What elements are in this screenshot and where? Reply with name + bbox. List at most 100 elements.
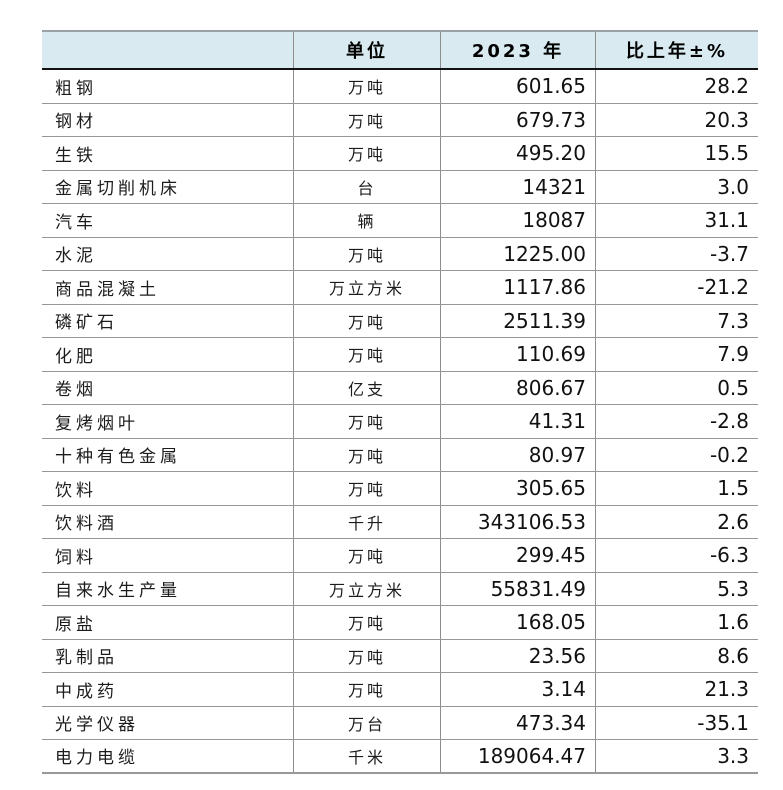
table-row: 中成药 万吨 3.14 21.3 <box>42 673 758 707</box>
table-row: 卷烟 亿支 806.67 0.5 <box>42 371 758 405</box>
change-pct: 3.0 <box>595 170 758 203</box>
value-2023: 601.65 <box>440 70 595 103</box>
value-2023: 80.97 <box>440 438 595 471</box>
product-name: 化肥 <box>55 346 97 367</box>
value-2023: 1117.86 <box>440 271 595 304</box>
change-pct: 8.6 <box>595 639 758 672</box>
product-name: 金属切削机床 <box>55 179 181 200</box>
unit: 万吨 <box>293 103 440 136</box>
change-pct: 2.6 <box>595 505 758 538</box>
product-name: 乳制品 <box>55 648 118 669</box>
value-2023: 305.65 <box>440 472 595 505</box>
unit: 亿支 <box>293 371 440 404</box>
table-body: 粗钢 万吨 601.65 28.2 钢材 万吨 679.73 20.3 生铁 万… <box>42 70 758 774</box>
change-pct: -35.1 <box>595 706 758 739</box>
table-row: 化肥 万吨 110.69 7.9 <box>42 338 758 372</box>
unit: 万吨 <box>293 338 440 371</box>
statistics-table: 单位 2023 年 比上年±% 粗钢 万吨 601.65 28.2 钢材 万吨 … <box>42 30 758 774</box>
value-2023: 23.56 <box>440 639 595 672</box>
unit: 万立方米 <box>293 271 440 304</box>
value-2023: 110.69 <box>440 338 595 371</box>
value-2023: 473.34 <box>440 706 595 739</box>
table-row: 磷矿石 万吨 2511.39 7.3 <box>42 304 758 338</box>
product-name: 自来水生产量 <box>55 581 181 602</box>
table-row: 复烤烟叶 万吨 41.31 -2.8 <box>42 405 758 439</box>
unit: 万吨 <box>293 237 440 270</box>
change-pct: -21.2 <box>595 271 758 304</box>
table-row: 乳制品 万吨 23.56 8.6 <box>42 639 758 673</box>
value-2023: 168.05 <box>440 606 595 639</box>
product-name: 磷矿石 <box>55 313 118 334</box>
table-row: 金属切削机床 台 14321 3.0 <box>42 170 758 204</box>
value-2023: 3.14 <box>440 673 595 706</box>
product-name: 十种有色金属 <box>55 447 181 468</box>
change-pct: -6.3 <box>595 539 758 572</box>
product-name: 光学仪器 <box>55 715 139 736</box>
product-name: 钢材 <box>55 112 97 133</box>
value-2023: 679.73 <box>440 103 595 136</box>
change-pct: 1.5 <box>595 472 758 505</box>
unit: 万台 <box>293 706 440 739</box>
value-2023: 14321 <box>440 170 595 203</box>
table-row: 饮料 万吨 305.65 1.5 <box>42 472 758 506</box>
table-row: 饮料酒 千升 343106.53 2.6 <box>42 505 758 539</box>
product-name: 商品混凝土 <box>55 279 160 300</box>
table-row: 电力电缆 千米 189064.47 3.3 <box>42 740 758 774</box>
change-pct: 1.6 <box>595 606 758 639</box>
change-pct: 7.9 <box>595 338 758 371</box>
unit: 千升 <box>293 505 440 538</box>
table-row: 十种有色金属 万吨 80.97 -0.2 <box>42 438 758 472</box>
product-name: 饮料酒 <box>55 514 118 535</box>
value-2023: 495.20 <box>440 137 595 170</box>
table-row: 自来水生产量 万立方米 55831.49 5.3 <box>42 572 758 606</box>
change-pct: 0.5 <box>595 371 758 404</box>
product-name: 饲料 <box>55 547 97 568</box>
table-row: 汽车 辆 18087 31.1 <box>42 204 758 238</box>
unit: 万吨 <box>293 639 440 672</box>
product-name: 卷烟 <box>55 380 97 401</box>
product-name: 粗钢 <box>55 78 97 99</box>
product-name: 复烤烟叶 <box>55 413 139 434</box>
value-2023: 806.67 <box>440 371 595 404</box>
unit: 万吨 <box>293 606 440 639</box>
product-name: 水泥 <box>55 246 97 267</box>
change-pct: 3.3 <box>595 740 758 772</box>
value-2023: 18087 <box>440 204 595 237</box>
table-row: 商品混凝土 万立方米 1117.86 -21.2 <box>42 271 758 305</box>
value-2023: 299.45 <box>440 539 595 572</box>
change-pct: 15.5 <box>595 137 758 170</box>
unit: 千米 <box>293 740 440 772</box>
table-row: 钢材 万吨 679.73 20.3 <box>42 103 758 137</box>
table-row: 原盐 万吨 168.05 1.6 <box>42 606 758 640</box>
change-pct: 28.2 <box>595 70 758 103</box>
unit: 万吨 <box>293 304 440 337</box>
change-pct: 5.3 <box>595 572 758 605</box>
product-name: 饮料 <box>55 480 97 501</box>
product-name: 生铁 <box>55 145 97 166</box>
header-cell-change: 比上年±% <box>595 32 758 68</box>
table-row: 粗钢 万吨 601.65 28.2 <box>42 70 758 104</box>
unit: 万吨 <box>293 70 440 103</box>
change-pct: 20.3 <box>595 103 758 136</box>
unit: 万吨 <box>293 539 440 572</box>
product-name: 电力电缆 <box>55 748 139 769</box>
change-pct: 21.3 <box>595 673 758 706</box>
header-cell-product <box>42 32 293 68</box>
product-name: 汽车 <box>55 212 97 233</box>
unit: 万立方米 <box>293 572 440 605</box>
unit: 万吨 <box>293 472 440 505</box>
table-row: 光学仪器 万台 473.34 -35.1 <box>42 706 758 740</box>
table-row: 生铁 万吨 495.20 15.5 <box>42 137 758 171</box>
unit: 万吨 <box>293 137 440 170</box>
change-pct: -3.7 <box>595 237 758 270</box>
change-pct: 7.3 <box>595 304 758 337</box>
table-row: 饲料 万吨 299.45 -6.3 <box>42 539 758 573</box>
change-pct: 31.1 <box>595 204 758 237</box>
value-2023: 343106.53 <box>440 505 595 538</box>
value-2023: 41.31 <box>440 405 595 438</box>
change-pct: -0.2 <box>595 438 758 471</box>
value-2023: 1225.00 <box>440 237 595 270</box>
value-2023: 2511.39 <box>440 304 595 337</box>
header-cell-unit: 单位 <box>293 32 440 68</box>
unit: 万吨 <box>293 405 440 438</box>
